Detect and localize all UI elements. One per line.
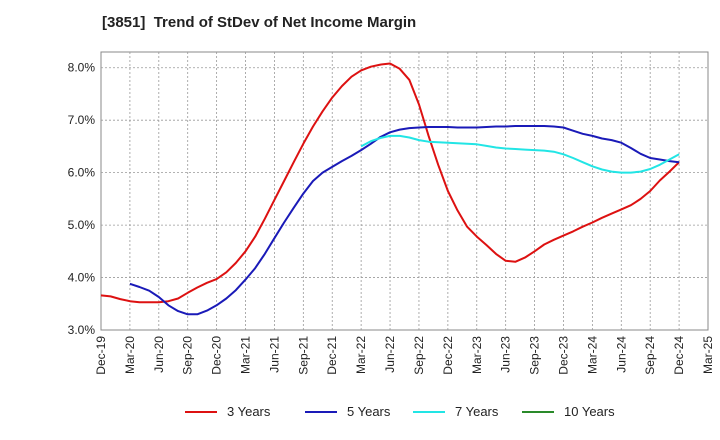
legend-swatch <box>305 410 337 413</box>
x-tick-label: Jun-23 <box>499 336 513 373</box>
x-tick-label: Mar-20 <box>123 336 137 374</box>
chart-legend: 3 Years 5 Years 7 Years 10 Years <box>0 404 720 426</box>
legend-item-7-years: 7 Years <box>413 404 498 419</box>
legend-item-10-years: 10 Years <box>522 404 615 419</box>
y-tick-label: 7.0% <box>68 113 96 127</box>
legend-item-5-years: 5 Years <box>305 404 390 419</box>
series-line-7-years <box>360 134 680 174</box>
x-tick-label: Dec-23 <box>556 336 570 375</box>
series-line-5-years <box>129 125 680 316</box>
x-tick-label: Mar-23 <box>470 336 484 374</box>
x-tick-label: Sep-21 <box>296 336 310 375</box>
x-tick-label: Jun-22 <box>383 336 397 373</box>
legend-label: 5 Years <box>347 404 391 419</box>
line-chart: 3.0% 4.0% 5.0% 6.0% 7.0% 8.0% Dec-19 Mar-20 Jun-… <box>68 51 715 375</box>
legend-swatch <box>185 410 217 413</box>
x-tick-label: Sep-24 <box>643 336 657 375</box>
x-tick-label: Mar-24 <box>585 336 599 374</box>
x-tick-label: Jun-24 <box>614 336 628 373</box>
legend-label: 10 Years <box>564 404 615 419</box>
x-tick-label: Dec-22 <box>441 336 455 375</box>
x-tick-label: Jun-20 <box>152 336 166 373</box>
chart-title: [3851] Trend of StDev of Net Income Marg… <box>102 14 417 31</box>
series-line-3-years <box>100 62 680 304</box>
x-tick-label: Mar-21 <box>239 336 253 374</box>
x-tick-label: Jun-21 <box>267 336 281 373</box>
legend-swatch <box>413 410 445 413</box>
x-tick-label: Dec-24 <box>672 336 686 375</box>
legend-item-3-years: 3 Years <box>185 404 270 419</box>
x-tick-label: Mar-22 <box>354 336 368 374</box>
x-tick-label: Mar-25 <box>701 336 715 374</box>
y-tick-label: 6.0% <box>68 166 96 180</box>
y-tick-label: 3.0% <box>68 323 96 337</box>
x-tick-label: Sep-22 <box>412 336 426 375</box>
legend-label: 3 Years <box>227 404 271 419</box>
x-tick-label: Dec-19 <box>94 336 108 375</box>
x-tick-label: Dec-21 <box>325 336 339 375</box>
plot-frame <box>100 51 709 331</box>
y-tick-label: 8.0% <box>68 61 96 75</box>
x-tick-label: Dec-20 <box>210 336 224 375</box>
y-tick-label: 5.0% <box>68 218 96 232</box>
x-tick-label: Sep-23 <box>528 336 542 375</box>
legend-label: 7 Years <box>455 404 499 419</box>
legend-swatch <box>522 410 554 413</box>
y-tick-label: 4.0% <box>68 271 96 285</box>
x-tick-label: Sep-20 <box>181 336 195 375</box>
